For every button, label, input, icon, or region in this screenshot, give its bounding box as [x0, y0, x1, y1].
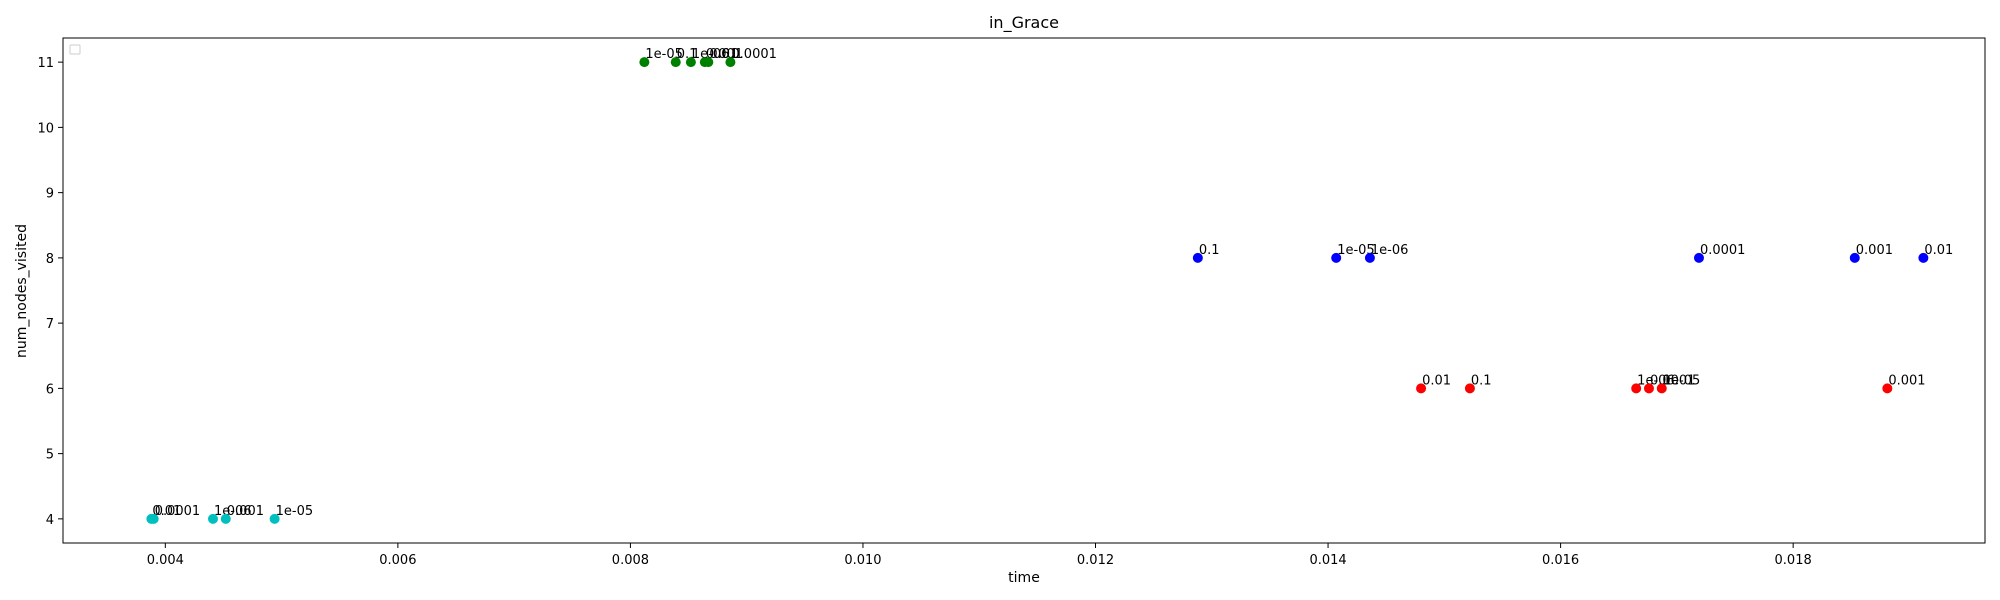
x-tick-label: 0.012 [1077, 553, 1114, 568]
x-tick-label: 0.018 [1775, 553, 1812, 568]
x-tick-label: 0.010 [844, 553, 881, 568]
data-point-label: 0.0001 [1700, 243, 1746, 258]
data-point-label: 0.001 [227, 504, 264, 519]
data-point-label: 0.001 [1856, 243, 1893, 258]
y-tick-label: 6 [46, 382, 54, 397]
data-point [269, 513, 280, 524]
data-point [703, 57, 714, 68]
y-axis: 4 5 6 7 8 9 10 11 [37, 56, 63, 528]
x-tick-label: 0.014 [1309, 553, 1346, 568]
data-point-label: 0.1 [1199, 243, 1220, 258]
data-point [670, 57, 681, 68]
data-point-label: 0.0001 [155, 504, 201, 519]
data-point-label: 1e-05 [1663, 373, 1701, 388]
data-point [1643, 383, 1654, 394]
data-point [148, 513, 159, 524]
data-point [1464, 383, 1475, 394]
data-point-label: 0.01 [1422, 373, 1451, 388]
data-point [1364, 252, 1375, 263]
y-tick-label: 10 [37, 121, 54, 136]
data-point [207, 513, 218, 524]
data-point-label: 0.001 [1888, 373, 1925, 388]
data-point [1849, 252, 1860, 263]
x-axis: 0.004 0.006 0.008 0.010 0.012 0.014 0.016 0.018 [147, 543, 1812, 568]
data-point [1918, 252, 1929, 263]
data-point [725, 57, 736, 68]
plot-frame [62, 37, 1986, 544]
data-point-label: 0.1 [1471, 373, 1492, 388]
data-point [1331, 252, 1342, 263]
data-points: 0.010.0001 1e-060.001 1e-051e-050.11e-060.… [146, 47, 1953, 524]
data-point-label: 0.01 [152, 504, 181, 519]
y-tick-label: 11 [37, 56, 54, 71]
y-tick-label: 4 [46, 513, 54, 528]
data-point [220, 513, 231, 524]
data-point-label: 0.01 [1924, 243, 1953, 258]
x-tick-label: 0.008 [612, 553, 649, 568]
y-tick-label: 8 [46, 252, 54, 267]
data-point [1192, 252, 1203, 263]
data-point [1416, 383, 1427, 394]
x-tick-label: 0.016 [1542, 553, 1579, 568]
y-tick-label: 7 [46, 317, 54, 332]
x-tick-label: 0.006 [379, 553, 416, 568]
data-point [1882, 383, 1893, 394]
data-point-label: 0.0001 [731, 47, 777, 62]
data-point-label: 1e-05 [276, 504, 314, 519]
data-point-label: 1e-06 [692, 47, 730, 62]
x-axis-label: time [1008, 570, 1040, 586]
data-point-label: 0.001 [706, 47, 743, 62]
data-point [685, 57, 696, 68]
data-point [1693, 252, 1704, 263]
chart-title: in_Grace [989, 13, 1059, 33]
x-tick-label: 0.004 [147, 553, 184, 568]
y-tick-label: 5 [46, 448, 54, 463]
data-point [639, 57, 650, 68]
legend-box [69, 44, 81, 55]
y-tick-label: 9 [46, 187, 54, 202]
data-point [1631, 383, 1642, 394]
data-point-label: 1e-06 [1371, 243, 1409, 258]
y-axis-label: num_nodes_visited [14, 224, 30, 358]
data-point-label: 1e-05 [1337, 243, 1375, 258]
data-point [1656, 383, 1667, 394]
